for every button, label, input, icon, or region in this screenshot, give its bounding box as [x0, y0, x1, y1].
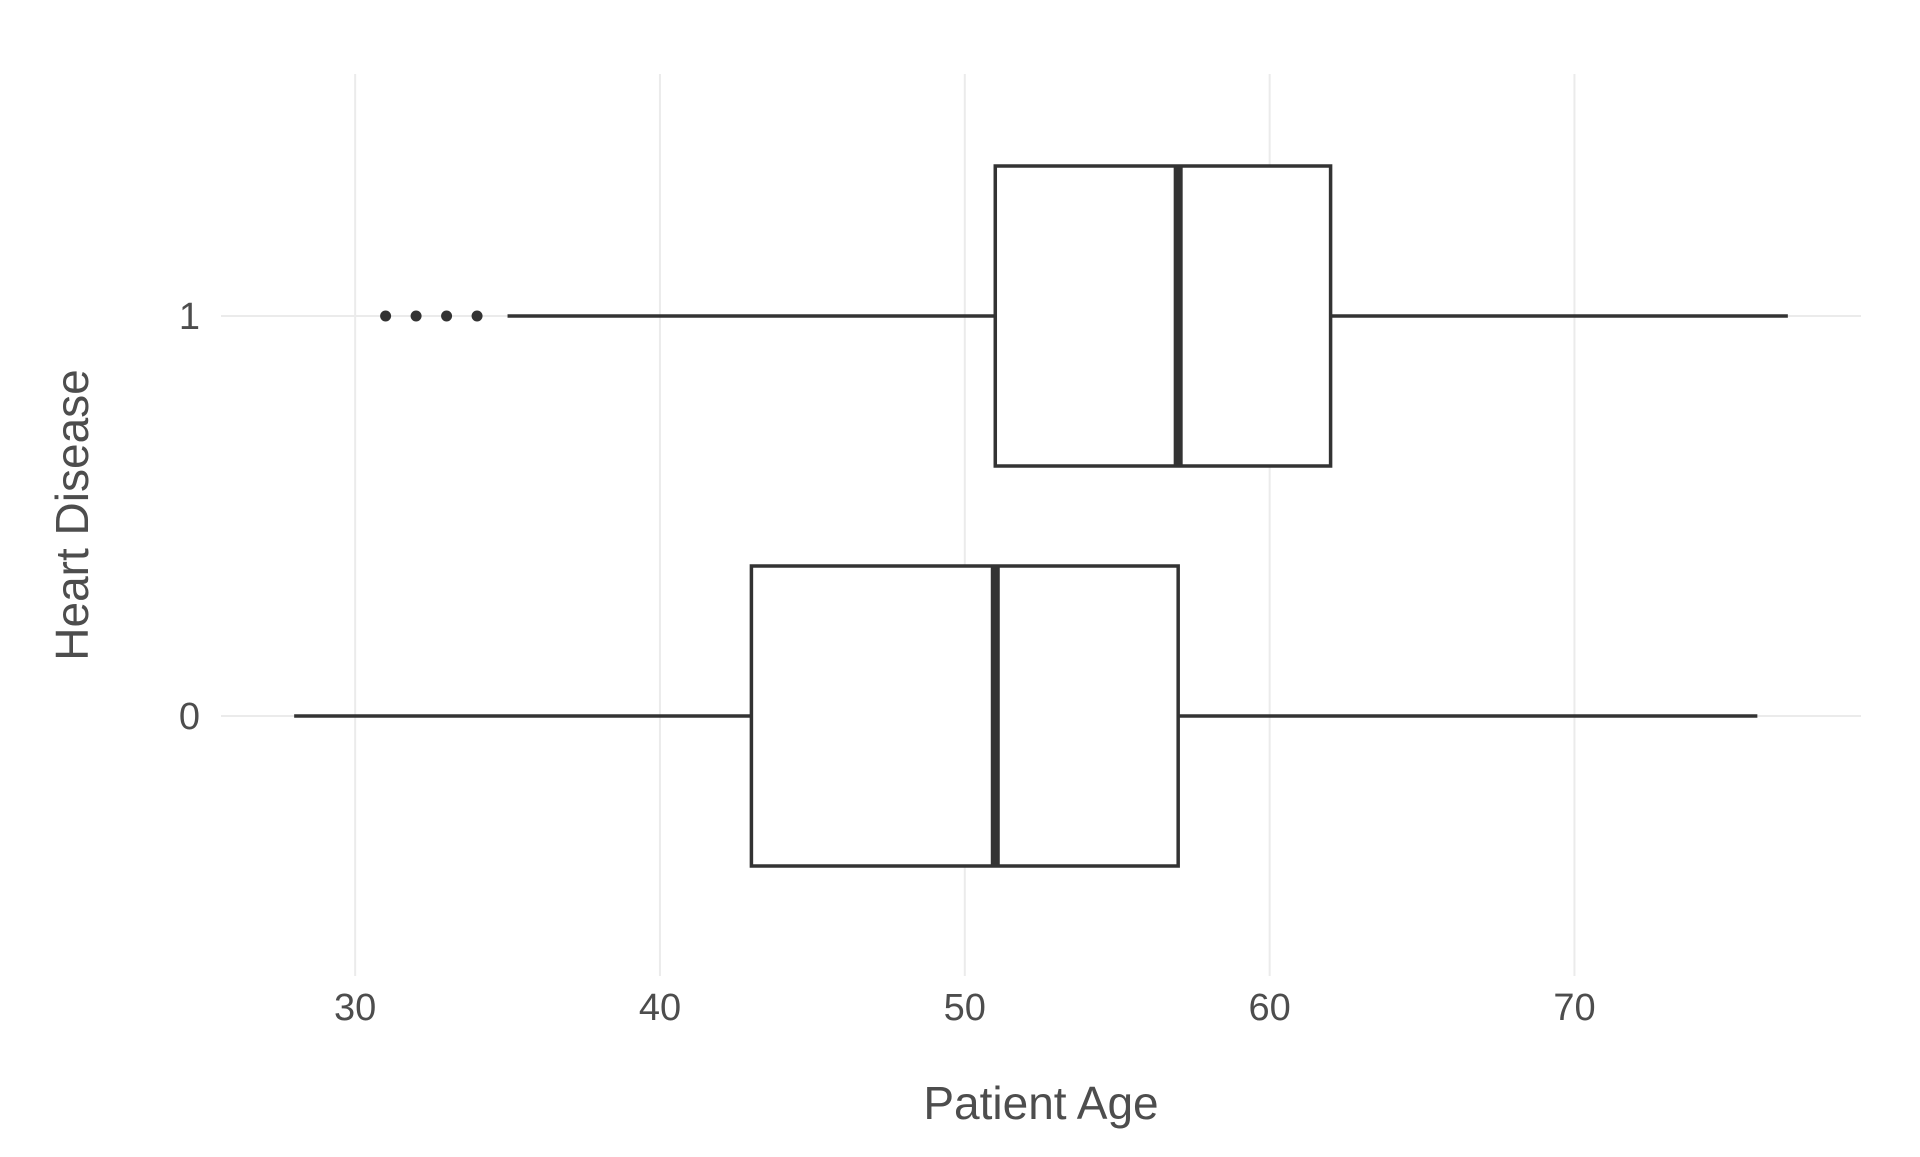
x-axis-ticks: 30 40 50 60 70	[334, 987, 1596, 1029]
y-tick-label: 0	[179, 696, 200, 738]
outlier-point	[410, 310, 422, 322]
y-axis-ticks: 01	[179, 296, 200, 738]
x-tick-label: 60	[1248, 987, 1290, 1029]
y-axis-title: Heart Disease	[46, 369, 98, 660]
boxes	[294, 164, 1788, 868]
iqr-box	[993, 164, 1333, 468]
x-tick-label: 50	[944, 987, 986, 1029]
outlier-point	[471, 310, 483, 322]
iqr-box	[749, 564, 1180, 868]
y-tick-label: 1	[179, 296, 200, 338]
box-group-1	[380, 164, 1788, 468]
x-tick-label: 40	[639, 987, 681, 1029]
x-tick-label: 70	[1553, 987, 1595, 1029]
x-tick-label: 30	[334, 987, 376, 1029]
outlier-point	[380, 310, 392, 322]
box-group-0	[294, 564, 1758, 868]
x-axis-title: Patient Age	[923, 1077, 1158, 1129]
outlier-point	[441, 310, 453, 322]
